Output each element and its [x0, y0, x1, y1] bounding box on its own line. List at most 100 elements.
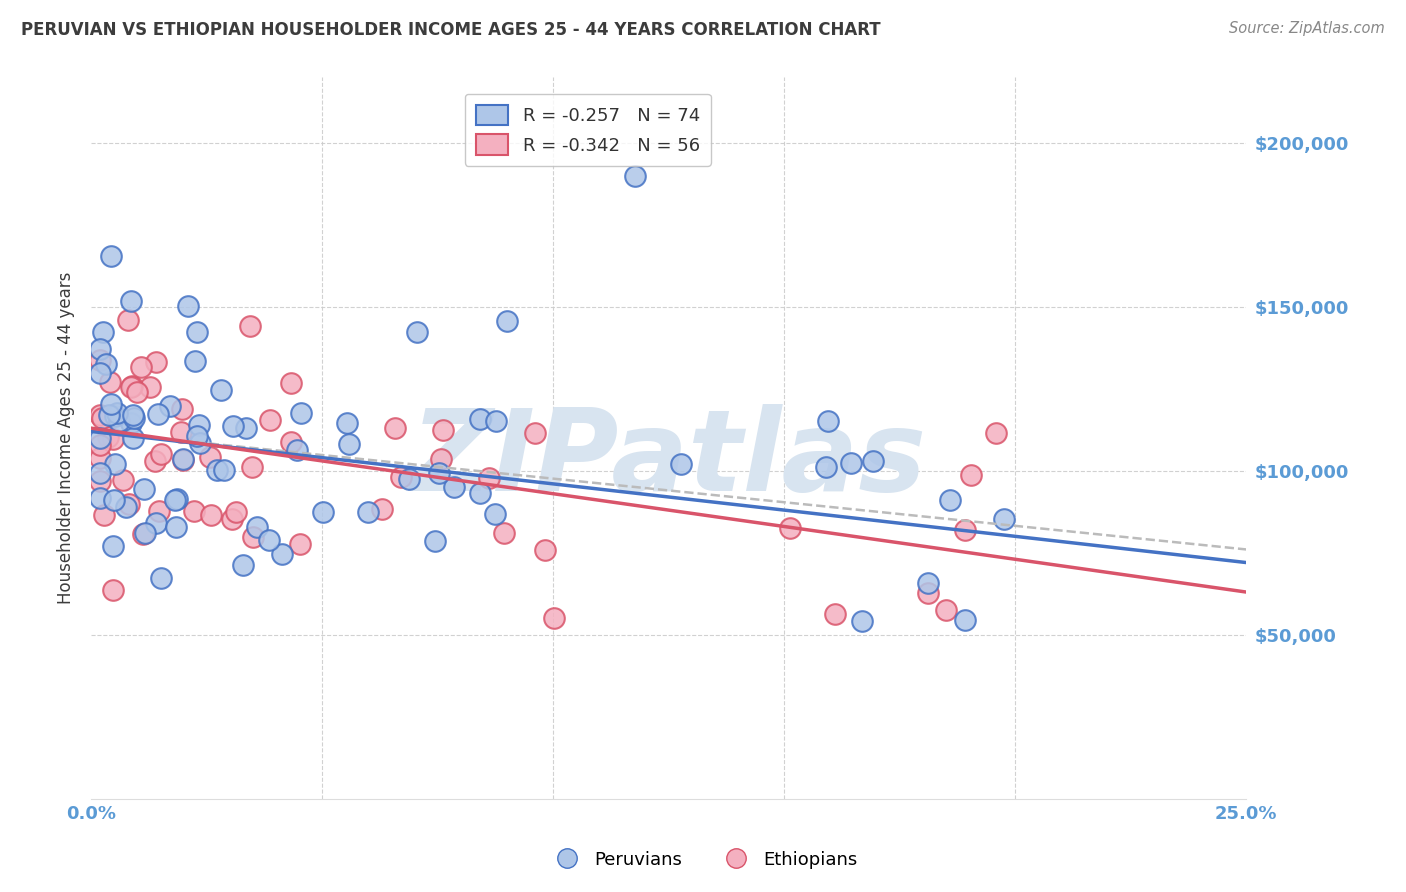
Point	[89, 353, 111, 368]
Point	[370, 502, 392, 516]
Point	[523, 426, 546, 441]
Point	[357, 505, 380, 519]
Point	[89, 408, 111, 422]
Point	[423, 533, 446, 548]
Point	[89, 491, 111, 505]
Point	[114, 500, 136, 514]
Point	[98, 375, 121, 389]
Point	[214, 463, 236, 477]
Point	[190, 436, 212, 450]
Legend: Peruvians, Ethiopians: Peruvians, Ethiopians	[541, 844, 865, 876]
Point	[953, 523, 976, 537]
Point	[287, 442, 309, 457]
Point	[89, 431, 111, 445]
Point	[165, 520, 187, 534]
Point	[93, 508, 115, 522]
Point	[170, 425, 193, 439]
Point	[186, 325, 208, 339]
Point	[935, 602, 957, 616]
Point	[384, 421, 406, 435]
Point	[817, 414, 839, 428]
Point	[200, 508, 222, 522]
Point	[150, 571, 173, 585]
Point	[120, 294, 142, 309]
Legend: R = -0.257   N = 74, R = -0.342   N = 56: R = -0.257 N = 74, R = -0.342 N = 56	[465, 94, 710, 166]
Point	[432, 423, 454, 437]
Point	[993, 511, 1015, 525]
Point	[470, 486, 492, 500]
Point	[232, 558, 254, 572]
Point	[145, 516, 167, 530]
Point	[131, 360, 153, 375]
Point	[271, 547, 294, 561]
Point	[484, 507, 506, 521]
Point	[89, 474, 111, 488]
Point	[91, 325, 114, 339]
Point	[172, 451, 194, 466]
Point	[391, 470, 413, 484]
Point	[430, 452, 453, 467]
Point	[222, 418, 245, 433]
Point	[290, 537, 312, 551]
Point	[111, 473, 134, 487]
Point	[120, 417, 142, 431]
Point	[120, 379, 142, 393]
Text: PERUVIAN VS ETHIOPIAN HOUSEHOLDER INCOME AGES 25 - 44 YEARS CORRELATION CHART: PERUVIAN VS ETHIOPIAN HOUSEHOLDER INCOME…	[21, 21, 880, 39]
Point	[125, 385, 148, 400]
Point	[100, 397, 122, 411]
Point	[495, 313, 517, 327]
Point	[246, 520, 269, 534]
Point	[221, 511, 243, 525]
Text: Source: ZipAtlas.com: Source: ZipAtlas.com	[1229, 21, 1385, 37]
Point	[917, 575, 939, 590]
Point	[139, 380, 162, 394]
Text: ZIPatlas: ZIPatlas	[411, 404, 927, 515]
Point	[335, 416, 357, 430]
Point	[100, 249, 122, 263]
Point	[239, 319, 262, 334]
Point	[101, 539, 124, 553]
Point	[172, 402, 194, 417]
Point	[478, 470, 501, 484]
Point	[149, 447, 172, 461]
Point	[824, 607, 846, 622]
Point	[814, 460, 837, 475]
Point	[543, 611, 565, 625]
Point	[198, 450, 221, 464]
Point	[259, 413, 281, 427]
Point	[107, 414, 129, 428]
Point	[953, 613, 976, 627]
Point	[96, 357, 118, 371]
Point	[101, 582, 124, 597]
Point	[97, 409, 120, 423]
Point	[184, 353, 207, 368]
Point	[90, 411, 112, 425]
Point	[159, 399, 181, 413]
Y-axis label: Householder Income Ages 25 - 44 years: Householder Income Ages 25 - 44 years	[58, 272, 75, 604]
Point	[443, 479, 465, 493]
Point	[337, 437, 360, 451]
Point	[240, 460, 263, 475]
Point	[97, 430, 120, 444]
Point	[89, 342, 111, 356]
Point	[779, 521, 801, 535]
Point	[132, 482, 155, 496]
Point	[145, 355, 167, 369]
Point	[132, 527, 155, 541]
Point	[104, 409, 127, 423]
Point	[242, 530, 264, 544]
Point	[669, 457, 692, 471]
Point	[257, 533, 280, 548]
Point	[209, 383, 232, 397]
Point	[103, 458, 125, 472]
Point	[166, 491, 188, 506]
Point	[470, 411, 492, 425]
Point	[183, 504, 205, 518]
Point	[406, 326, 429, 340]
Point	[122, 431, 145, 445]
Point	[280, 434, 302, 449]
Point	[984, 425, 1007, 440]
Point	[103, 433, 125, 447]
Point	[917, 586, 939, 600]
Point	[124, 410, 146, 425]
